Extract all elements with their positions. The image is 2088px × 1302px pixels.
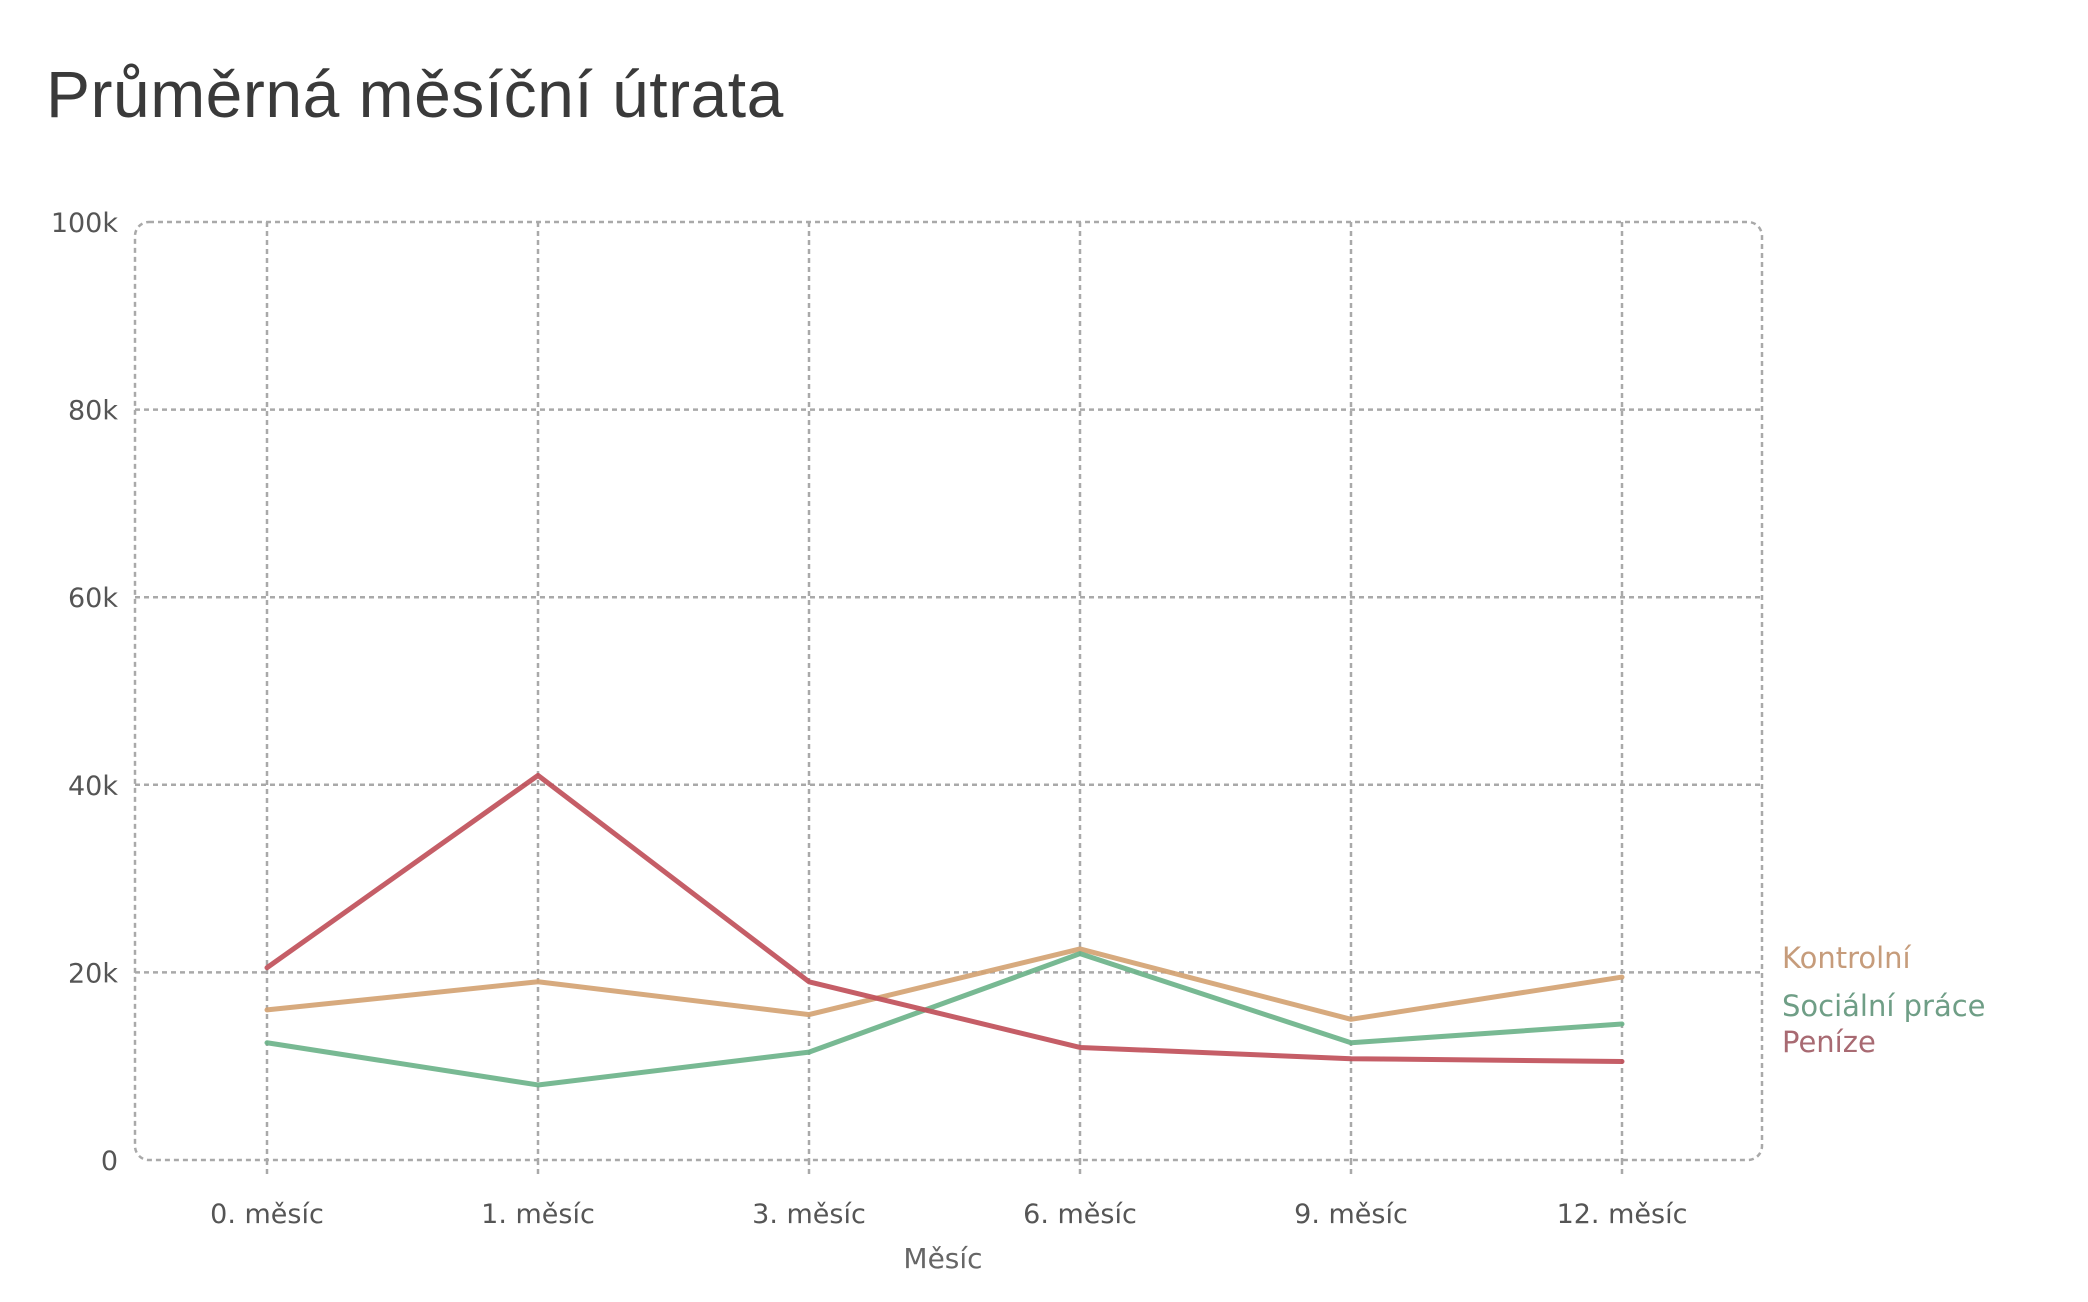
x-axis-title: Měsíc [903, 1242, 982, 1275]
y-tick-label: 100k [51, 208, 119, 239]
x-tick-label: 3. měsíc [752, 1199, 866, 1230]
series-line-penize [264, 772, 1625, 1065]
legend-label-socialni-prace: Sociální práce [1782, 989, 1986, 1023]
x-axis: 0. měsíc 1. měsíc 3. měsíc 6. měsíc 9. měsíc… [210, 1160, 1687, 1230]
legend-label-penize: Peníze [1782, 1025, 1876, 1059]
y-tick-label: 20k [68, 958, 118, 989]
y-tick-label: 0 [101, 1146, 118, 1177]
x-tick-label: 12. měsíc [1557, 1199, 1688, 1230]
series-line-kontrolni [264, 946, 1625, 1022]
chart-grid [135, 222, 1762, 1160]
chart-frame [133, 220, 1764, 1162]
y-axis: 0 20k 40k 60k 80k 100k [51, 208, 119, 1177]
x-tick-label: 6. měsíc [1023, 1199, 1137, 1230]
chart-series [264, 772, 1625, 1088]
plot-border [133, 220, 1764, 1162]
page-title: Průměrná měsíční útrata [46, 57, 784, 131]
legend-label-kontrolni: Kontrolní [1782, 941, 1912, 975]
x-tick-label: 1. měsíc [481, 1199, 595, 1230]
x-tick-label: 0. měsíc [210, 1199, 324, 1230]
x-tick-label: 9. měsíc [1294, 1199, 1408, 1230]
series-line-socialni-prace [264, 951, 1625, 1088]
y-tick-label: 40k [68, 771, 118, 802]
y-tick-label: 80k [68, 396, 118, 427]
y-tick-label: 60k [68, 583, 118, 614]
